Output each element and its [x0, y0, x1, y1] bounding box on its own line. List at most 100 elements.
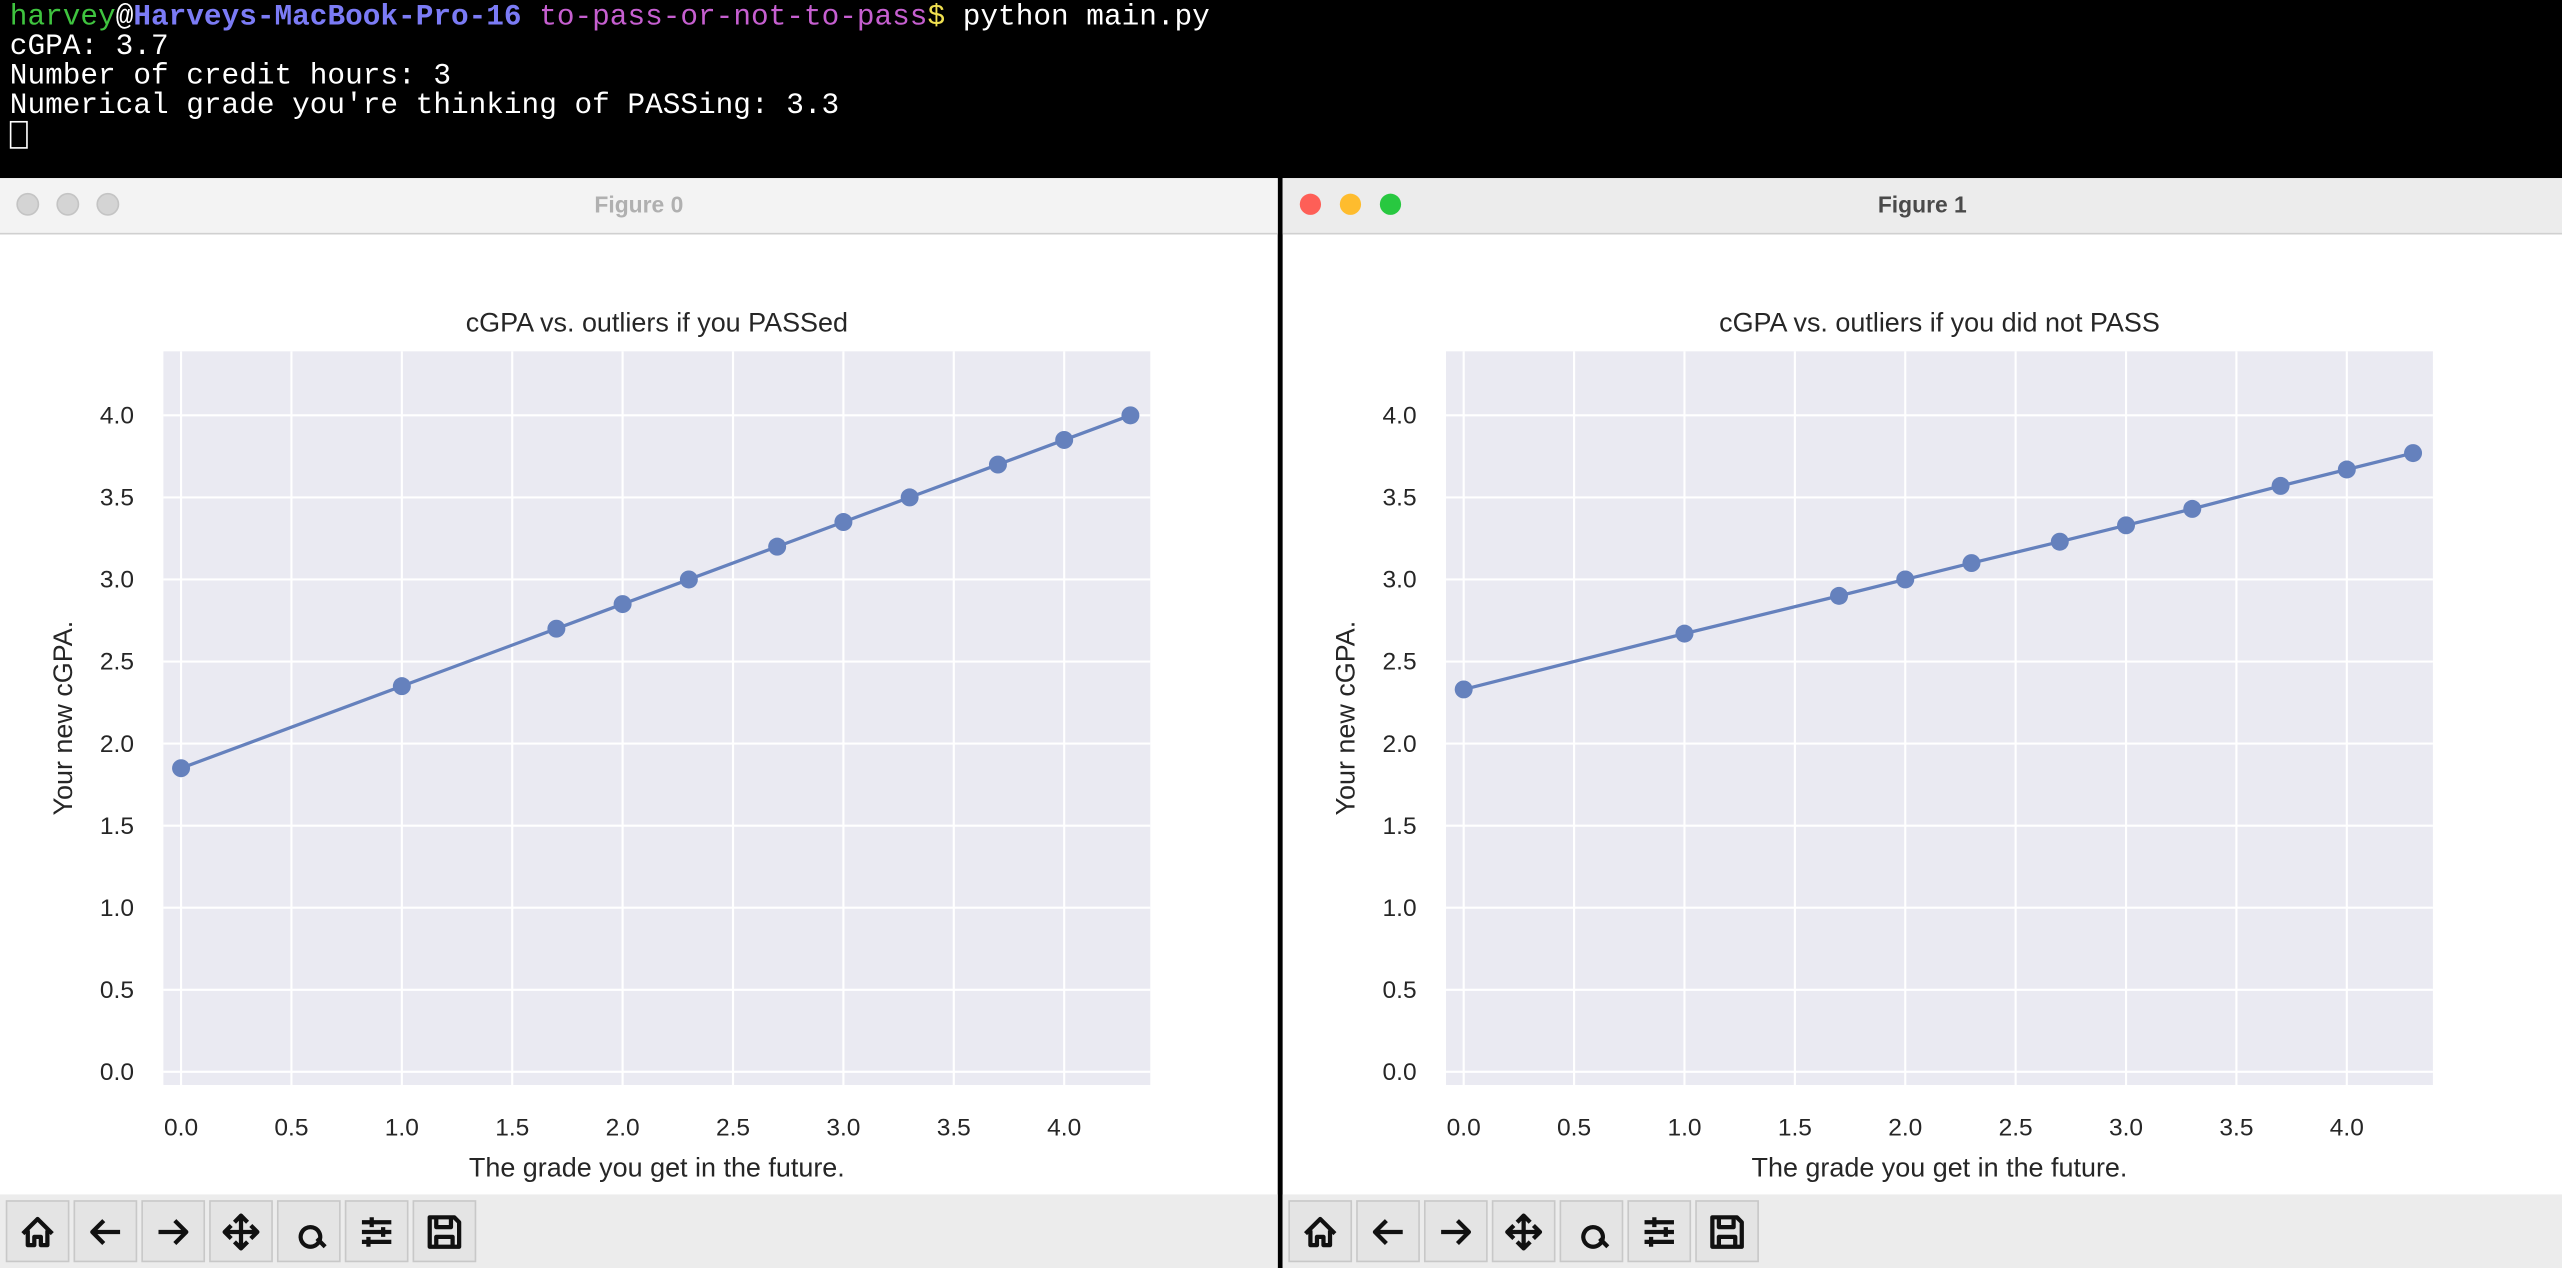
x-tick-label: 1.5: [495, 1115, 529, 1142]
command: python main.py: [963, 1, 1210, 34]
x-tick-label: 2.0: [1888, 1115, 1922, 1142]
data-point: [1121, 406, 1140, 425]
output-line: Numerical grade you're thinking of PASSi…: [10, 89, 839, 122]
plot-area: [1446, 351, 2433, 1085]
title-bar: [0, 178, 1278, 234]
toolbar-icon: [222, 1213, 260, 1251]
y-tick-label: 2.5: [1383, 649, 1417, 676]
host: Harveys-MacBook-Pro-16: [133, 1, 521, 34]
data-point: [613, 595, 632, 614]
y-tick-label: 3.0: [1383, 567, 1417, 594]
traffic-light[interactable]: [1339, 193, 1362, 215]
toolbar-button[interactable]: [412, 1200, 477, 1263]
y-axis-label: Your new cGPA.: [48, 621, 78, 816]
symbol: $: [927, 1, 945, 34]
y-tick-label: 1.0: [100, 895, 134, 922]
window-title: Figure 1: [1878, 191, 1967, 217]
toolbar-icon: [1441, 1219, 1472, 1245]
x-tick-label: 1.0: [385, 1115, 419, 1142]
title-bar: [1282, 178, 2562, 234]
figure-window: Figure 1 0.0 0.5 1.0 1.5 2.0 2.5 3.0 3.5 4.0 0.0 0.…: [1282, 178, 2562, 1268]
window-title: Figure 0: [594, 191, 683, 217]
output-line: cGPA: 3.7: [10, 30, 169, 63]
x-tick-label: 2.5: [1999, 1115, 2033, 1142]
toolbar-icon: [1505, 1213, 1543, 1251]
data-point: [2404, 444, 2423, 463]
x-tick-label: 2.5: [716, 1115, 750, 1142]
toolbar-icon: [1581, 1224, 1610, 1249]
y-tick-label: 0.0: [100, 1059, 134, 1086]
y-tick-label: 0.5: [1383, 977, 1417, 1004]
data-point: [768, 537, 787, 556]
cursor: [9, 120, 28, 149]
traffic-light[interactable]: [1379, 193, 1402, 215]
x-tick-label: 3.5: [2219, 1115, 2253, 1142]
chart-title: cGPA vs. outliers if you PASSed: [466, 308, 848, 338]
data-point: [679, 570, 698, 589]
toolbar-button[interactable]: [276, 1200, 341, 1263]
toolbar-icon: [1644, 1217, 1674, 1247]
toolbar-icon: [1372, 1219, 1403, 1245]
toolbar-icon: [298, 1224, 327, 1249]
data-point: [1454, 680, 1473, 699]
data-point: [2337, 460, 2356, 479]
data-point: [2117, 516, 2136, 535]
data-point: [1675, 624, 1694, 643]
data-point: [834, 513, 853, 532]
x-tick-label: 1.0: [1667, 1115, 1701, 1142]
toolbar-icon: [361, 1217, 392, 1247]
y-tick-label: 3.0: [100, 567, 134, 594]
toolbar-icon: [158, 1219, 189, 1245]
y-tick-label: 2.5: [100, 649, 134, 676]
traffic-light[interactable]: [1299, 193, 1322, 215]
traffic-light[interactable]: [16, 192, 40, 216]
traffic-light[interactable]: [56, 192, 80, 216]
x-tick-label: 2.0: [606, 1115, 640, 1142]
x-tick-label: 0.5: [1557, 1115, 1591, 1142]
toolbar-icon: [1710, 1215, 1744, 1249]
toolbar-button[interactable]: [1288, 1200, 1353, 1263]
data-point: [2271, 476, 2290, 495]
x-tick-label: 3.0: [2109, 1115, 2143, 1142]
x-tick-label: 4.0: [1047, 1115, 1081, 1142]
y-tick-label: 3.5: [100, 485, 134, 512]
y-tick-label: 1.0: [1383, 895, 1417, 922]
data-point: [2183, 499, 2202, 518]
y-tick-label: 4.0: [100, 403, 134, 430]
data-point: [1830, 586, 1849, 605]
toolbar-icon: [90, 1219, 121, 1245]
toolbar-icon: [1304, 1216, 1337, 1248]
chart-title: cGPA vs. outliers if you did not PASS: [1719, 308, 2160, 338]
data-point: [2050, 532, 2069, 551]
y-tick-label: 4.0: [1383, 403, 1417, 430]
x-tick-label: 1.5: [1778, 1115, 1812, 1142]
data-point: [1055, 430, 1074, 449]
toolbar-icon: [427, 1215, 462, 1249]
figure-window: Figure 0 0.0 0.5 1.0 1.5 2.0 2.5 3.0 3.5 4.0 0.0 0.…: [0, 178, 1278, 1268]
data-point: [1962, 554, 1981, 573]
x-tick-label: 0.0: [1447, 1115, 1481, 1142]
y-tick-label: 0.5: [100, 977, 134, 1004]
data-point: [1896, 570, 1915, 589]
data-point: [900, 488, 919, 507]
y-tick-label: 1.5: [1383, 813, 1417, 840]
x-tick-label: 3.0: [826, 1115, 860, 1142]
user: harvey: [10, 1, 116, 34]
traffic-light[interactable]: [96, 192, 120, 216]
x-tick-label: 0.0: [164, 1115, 198, 1142]
output-line: Number of credit hours: 3: [10, 59, 451, 92]
x-axis-label: The grade you get in the future.: [469, 1152, 845, 1182]
x-tick-label: 3.5: [937, 1115, 971, 1142]
toolbar-icon: [21, 1216, 54, 1248]
dir: to-pass-or-not-to-pass: [539, 1, 927, 34]
y-tick-label: 3.5: [1383, 485, 1417, 512]
y-tick-label: 1.5: [100, 813, 134, 840]
x-tick-label: 0.5: [274, 1115, 308, 1142]
toolbar-button[interactable]: [1695, 1200, 1759, 1263]
x-tick-label: 4.0: [2330, 1115, 2364, 1142]
toolbar-button[interactable]: [1559, 1200, 1624, 1263]
toolbar-button[interactable]: [5, 1200, 70, 1263]
data-point: [547, 619, 566, 638]
data-point: [392, 677, 411, 696]
